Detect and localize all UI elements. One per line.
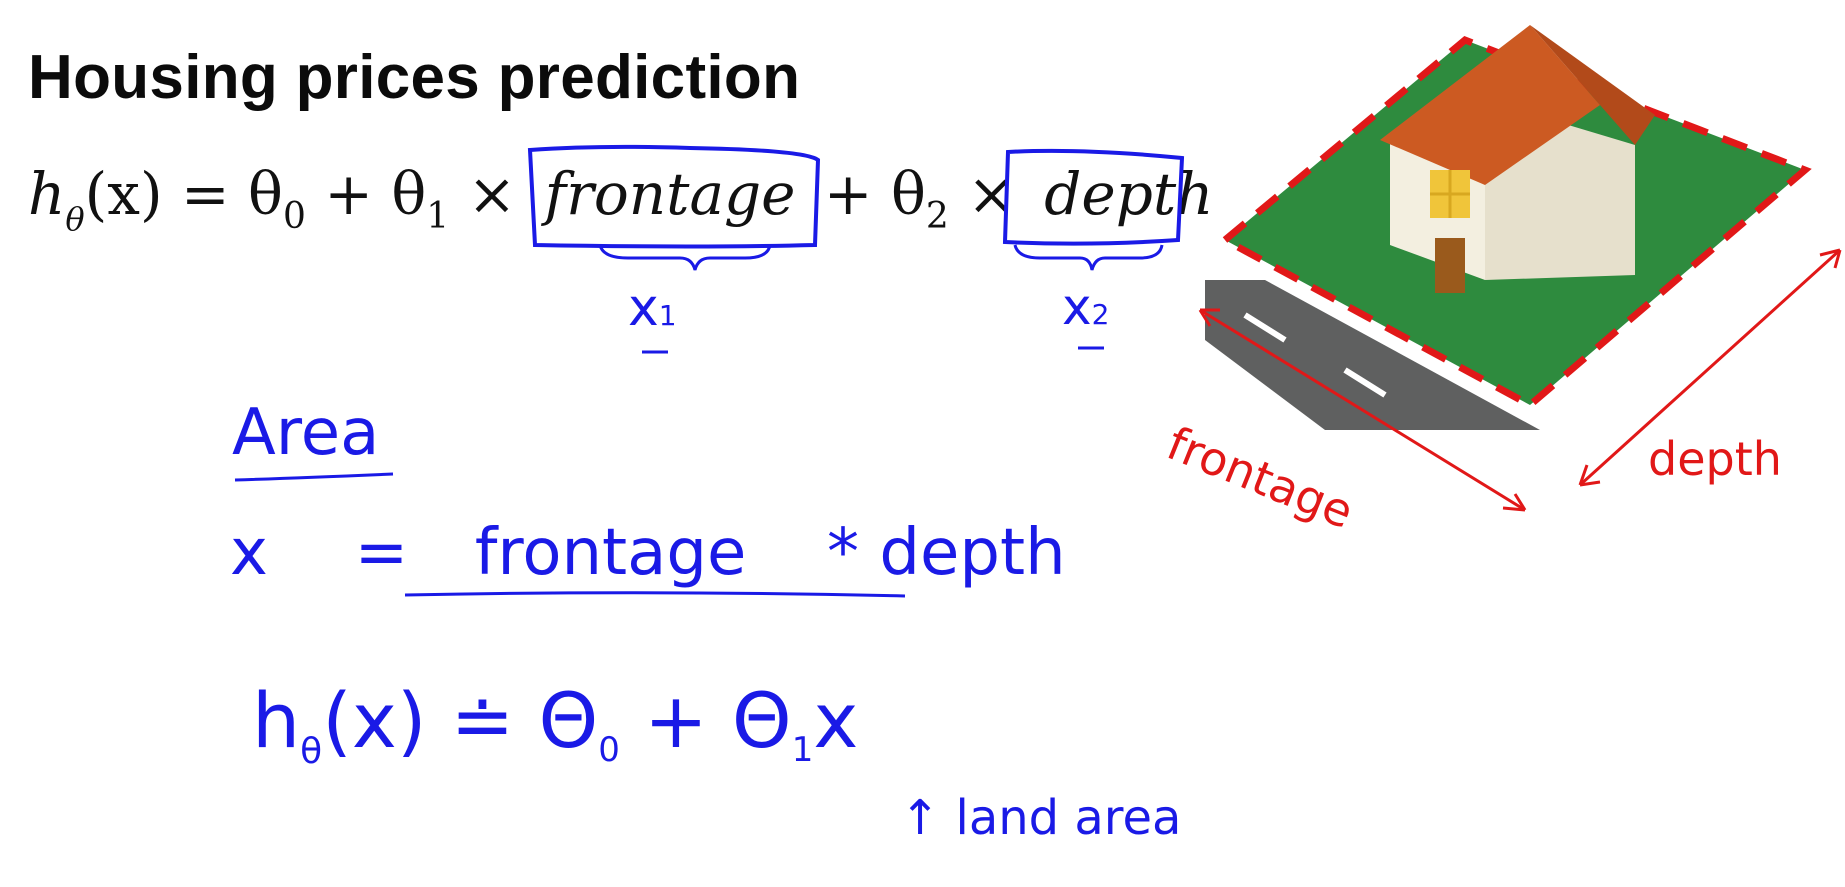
- land-area-text: land area: [955, 790, 1182, 846]
- road: [1205, 280, 1540, 430]
- product-underline: [404, 591, 906, 598]
- frontage-arrow: [1199, 308, 1526, 512]
- theta0-subscript: 0: [282, 196, 306, 237]
- area-frontage: frontage: [474, 516, 747, 590]
- h2-plus: + Θ: [619, 676, 792, 765]
- h2-theta1-subscript: 1: [791, 730, 814, 770]
- x2-subscript: 2: [1091, 298, 1110, 331]
- frontage-brace: [598, 244, 772, 271]
- depth-label: depth: [1648, 432, 1782, 486]
- h2-subscript: θ: [300, 731, 323, 772]
- hypothesis-equation: hθ(x) = θ0 + θ1 × frontage + θ2 × depth: [28, 160, 1224, 238]
- x2-text: x: [1062, 278, 1092, 336]
- house-door: [1435, 238, 1465, 293]
- frontage-term: frontage: [544, 160, 796, 228]
- frontage-arrow-head-start: [1198, 308, 1220, 327]
- x1-label: x1: [628, 278, 677, 338]
- house-roof-side: [1530, 25, 1655, 145]
- land-area-arrow-icon: ↑: [900, 790, 941, 846]
- depth-arrow-head-end: [1819, 248, 1842, 269]
- theta1-subscript: 1: [426, 196, 450, 237]
- equation-plus2: + θ: [805, 160, 926, 228]
- frontage-box: [527, 144, 821, 249]
- road-marking-1: [1243, 312, 1287, 343]
- h-subscript: θ: [65, 200, 85, 238]
- h2-rest: (x) ≐ Θ: [322, 676, 599, 765]
- equation-plus1: + θ: [305, 160, 427, 228]
- simplified-hypothesis: hθ(x) ≐ Θ0 + Θ1x: [252, 676, 858, 772]
- land-area-note: ↑ land area: [900, 790, 1181, 846]
- area-star: *: [827, 516, 860, 590]
- area-equation: x = frontage * depth: [230, 516, 1066, 590]
- depth-arrow-head-start: [1578, 464, 1601, 487]
- road-marking-2: [1343, 367, 1387, 398]
- depth-term: depth: [1044, 160, 1214, 228]
- depth-box: [1002, 148, 1185, 246]
- house-illustration: [1198, 25, 1842, 512]
- depth-arrow: [1578, 248, 1842, 487]
- x1-subscript: 1: [658, 299, 677, 332]
- area-equals: =: [354, 516, 409, 590]
- equation-arg: (x) = θ: [84, 160, 283, 228]
- lot-boundary: [1218, 35, 1812, 410]
- equation-times1: ×: [449, 160, 535, 228]
- area-x: x: [230, 516, 268, 590]
- house-roof: [1380, 25, 1600, 185]
- theta2-subscript: 2: [925, 196, 949, 237]
- depth-brace: [1013, 244, 1164, 271]
- slide-title: Housing prices prediction: [28, 43, 801, 112]
- frontage-arrow-head-end: [1502, 493, 1527, 512]
- h2-h: h: [252, 676, 301, 765]
- h2-theta0-subscript: 0: [598, 730, 620, 770]
- area-heading: Area: [232, 396, 380, 470]
- area-depth: depth: [879, 516, 1066, 590]
- x2-label: x2: [1062, 278, 1109, 336]
- area-underline: [234, 472, 394, 482]
- h-symbol: h: [28, 160, 66, 228]
- x1-text: x: [628, 278, 659, 338]
- h2-x: x: [813, 676, 859, 765]
